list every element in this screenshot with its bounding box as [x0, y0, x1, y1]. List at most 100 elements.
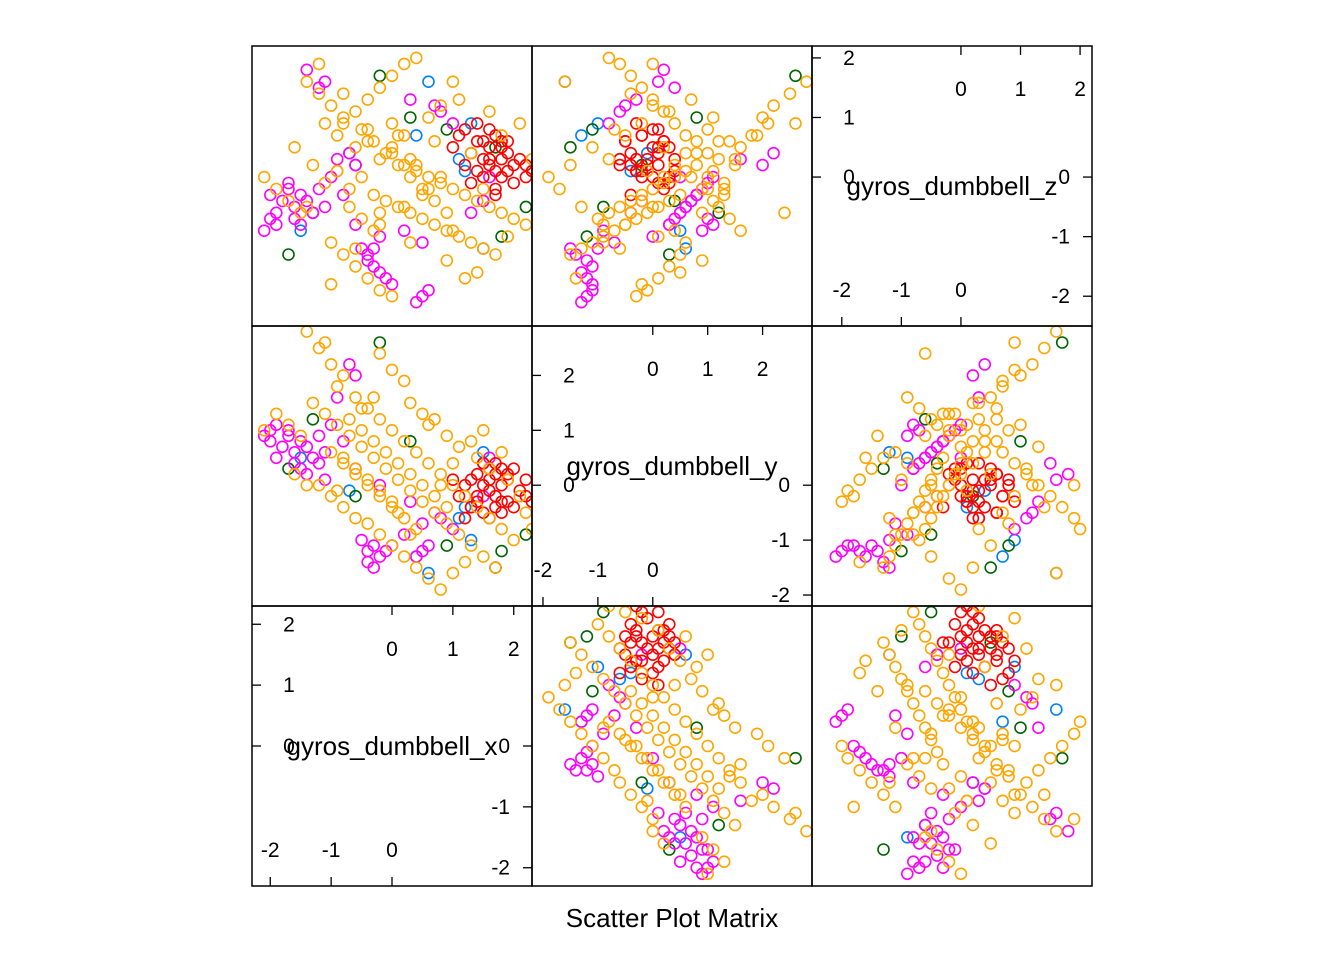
data-point: [942, 648, 956, 662]
data-point: [761, 739, 775, 753]
data-point: [1067, 812, 1081, 826]
data-point: [646, 678, 660, 692]
data-point: [525, 495, 532, 508]
data-point: [924, 837, 938, 850]
data-point: [385, 141, 399, 154]
data-point: [960, 606, 974, 613]
data-point: [662, 260, 676, 273]
data-point: [416, 289, 429, 303]
data-point: [513, 152, 527, 166]
tick-label: 1: [843, 106, 855, 129]
data-point: [440, 206, 454, 220]
data-point: [640, 751, 654, 765]
data-point: [954, 467, 968, 481]
data-point: [657, 837, 671, 850]
data-point: [629, 623, 643, 637]
data-point: [373, 336, 387, 349]
tick-label: 0: [498, 735, 510, 758]
data-point: [701, 648, 715, 662]
data-point: [349, 391, 362, 404]
data-point: [608, 123, 621, 136]
data-point: [476, 423, 490, 437]
data-point: [990, 630, 1004, 643]
data-point: [282, 248, 295, 261]
data-point: [706, 794, 720, 808]
data-point: [470, 194, 484, 208]
panel-gyros_dumbbell_z-vs-gyros_dumbbell_x: [829, 606, 1087, 881]
data-point: [349, 158, 362, 172]
data-point: [1044, 456, 1057, 470]
data-point: [646, 709, 660, 722]
data-point: [924, 727, 938, 741]
data-point: [853, 473, 867, 487]
data-point: [629, 117, 643, 130]
data-point: [990, 434, 1004, 448]
data-point: [918, 630, 932, 643]
data-point: [734, 141, 747, 154]
data-point: [446, 478, 460, 492]
tick-label: -2: [534, 559, 553, 582]
data-point: [918, 412, 932, 426]
data-point: [841, 703, 855, 716]
data-point: [470, 266, 484, 279]
data-point: [906, 776, 920, 789]
data-point: [712, 135, 726, 148]
data-point: [960, 654, 974, 668]
data-point: [800, 824, 812, 838]
data-point: [996, 380, 1009, 393]
data-point: [996, 445, 1009, 459]
data-point: [416, 478, 429, 492]
data-point: [586, 277, 599, 291]
diagonal-panel-gyros_dumbbell_z: gyros_dumbbell_z -2 -1 0 0 1 2 0 1 2 -2 -1 0: [812, 46, 1092, 326]
data-point: [1050, 326, 1063, 338]
data-point: [990, 697, 1004, 710]
data-point: [930, 462, 944, 476]
data-point: [618, 697, 632, 710]
tick-label: 0: [843, 166, 855, 189]
data-point: [877, 788, 890, 802]
data-point: [464, 206, 478, 220]
data-point: [495, 544, 508, 558]
data-point: [489, 164, 502, 178]
data-point: [269, 206, 283, 220]
data-point: [1032, 721, 1045, 735]
data-point: [464, 434, 478, 448]
data-point: [877, 636, 890, 649]
data-point: [948, 467, 962, 481]
data-point: [972, 648, 986, 662]
panel-gyros_dumbbell_x-vs-gyros_dumbbell_y: [257, 326, 532, 596]
data-point: [1002, 763, 1015, 777]
data-point: [936, 407, 950, 421]
data-point: [651, 763, 665, 777]
data-point: [960, 623, 974, 637]
data-point: [422, 456, 435, 470]
data-point: [723, 212, 736, 226]
data-point: [586, 123, 599, 136]
data-point: [930, 418, 944, 432]
data-point: [853, 763, 867, 777]
data-point: [918, 451, 932, 465]
data-point: [835, 495, 849, 509]
data-point: [553, 182, 566, 196]
data-point: [630, 606, 643, 613]
data-point: [918, 660, 932, 674]
data-point: [690, 757, 704, 771]
data-point: [483, 200, 496, 214]
chart-title: Scatter Plot Matrix: [566, 903, 778, 933]
data-point: [889, 445, 902, 459]
data-point: [619, 606, 632, 619]
data-point: [930, 489, 944, 503]
data-point: [651, 271, 665, 285]
data-point: [924, 478, 938, 492]
data-point: [657, 141, 671, 154]
data-point: [728, 158, 742, 172]
data-point: [984, 391, 998, 404]
data-point: [906, 697, 920, 710]
data-point: [324, 418, 338, 432]
data-point: [367, 561, 381, 574]
data-point: [690, 135, 704, 148]
data-point: [476, 182, 490, 196]
tick-label: 2: [843, 47, 855, 70]
data-point: [695, 182, 709, 196]
data-point: [900, 517, 914, 530]
